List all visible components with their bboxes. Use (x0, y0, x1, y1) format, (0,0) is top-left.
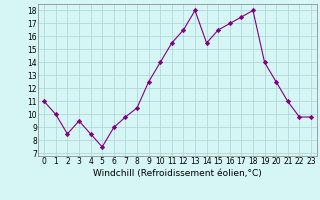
X-axis label: Windchill (Refroidissement éolien,°C): Windchill (Refroidissement éolien,°C) (93, 169, 262, 178)
